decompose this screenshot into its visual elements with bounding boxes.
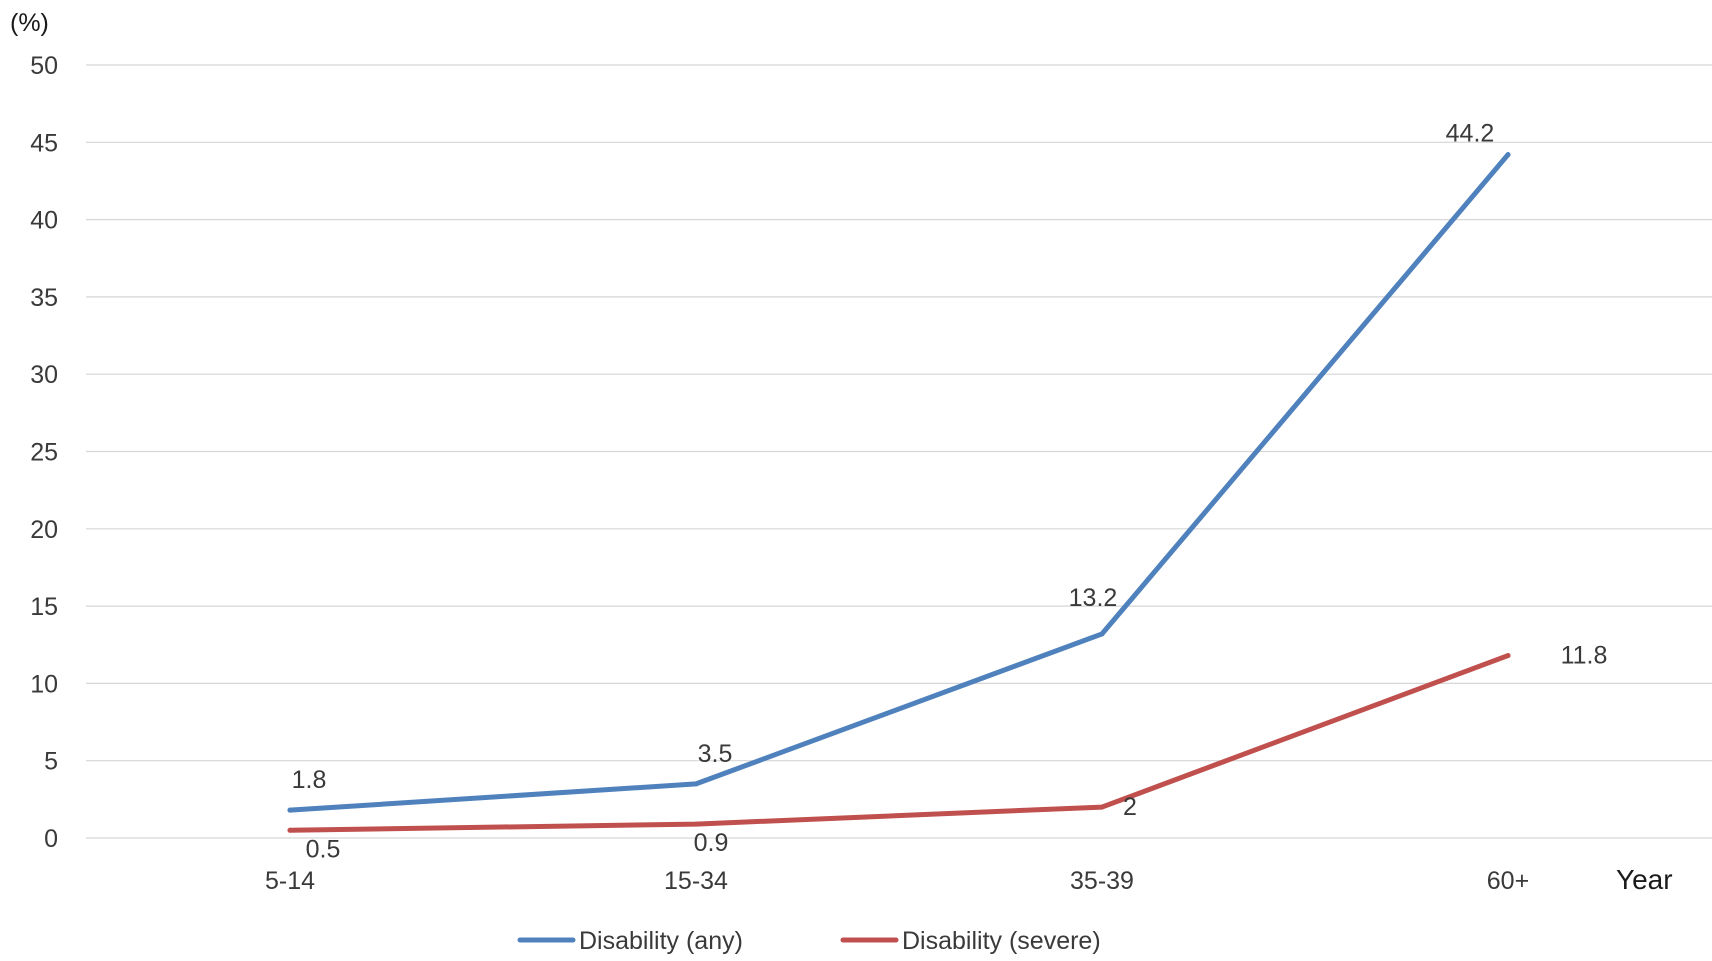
x-tick-label: 15-34 [664, 867, 728, 895]
data-label: 3.5 [698, 740, 733, 768]
data-label: 0.9 [694, 829, 729, 857]
y-tick-label: 25 [30, 439, 58, 467]
y-tick-label: 20 [30, 516, 58, 544]
data-labels: 1.8 3.5 13.2 44.2 0.5 0.9 2 11.8 [292, 120, 1608, 864]
data-point [693, 821, 699, 827]
y-tick-label: 50 [30, 52, 58, 80]
x-axis-title: Year [1616, 864, 1673, 895]
y-tick-label: 45 [30, 129, 58, 157]
series-line-any [287, 152, 1511, 813]
legend-item: Disability (any) [517, 927, 743, 955]
series-lines [287, 152, 1511, 833]
legend-label: Disability (severe) [902, 927, 1101, 955]
data-point [1505, 152, 1511, 158]
data-label: 0.5 [306, 835, 341, 863]
x-tick-label: 35-39 [1070, 867, 1134, 895]
legend-label: Disability (any) [579, 927, 743, 955]
data-label: 13.2 [1069, 584, 1118, 612]
y-axis-ticks: 0 5 10 15 20 25 30 35 40 45 50 [30, 52, 58, 853]
y-tick-label: 10 [30, 670, 58, 698]
legend-item: Disability (severe) [840, 927, 1101, 955]
y-tick-label: 35 [30, 284, 58, 312]
data-label: 2 [1123, 793, 1137, 821]
gridlines [86, 64, 1712, 839]
data-point [693, 781, 699, 787]
x-tick-label: 5-14 [265, 867, 315, 895]
y-tick-label: 5 [44, 748, 58, 776]
legend: Disability (any) Disability (severe) [517, 927, 1101, 955]
series-line-severe [287, 653, 1511, 833]
data-label: 1.8 [292, 766, 327, 794]
data-point [287, 807, 293, 813]
data-point [1505, 653, 1511, 659]
data-point [287, 827, 293, 833]
x-axis-ticks: 5-14 15-34 35-39 60+ [265, 867, 1529, 895]
y-tick-label: 15 [30, 593, 58, 621]
y-tick-label: 40 [30, 207, 58, 235]
data-label: 44.2 [1446, 120, 1495, 148]
y-axis-unit-label: (%) [10, 9, 49, 37]
x-tick-label: 60+ [1487, 867, 1529, 895]
data-point [1099, 631, 1105, 637]
data-label: 11.8 [1561, 642, 1608, 670]
y-tick-label: 30 [30, 361, 58, 389]
data-point [1099, 804, 1105, 810]
y-tick-label: 0 [44, 825, 58, 853]
